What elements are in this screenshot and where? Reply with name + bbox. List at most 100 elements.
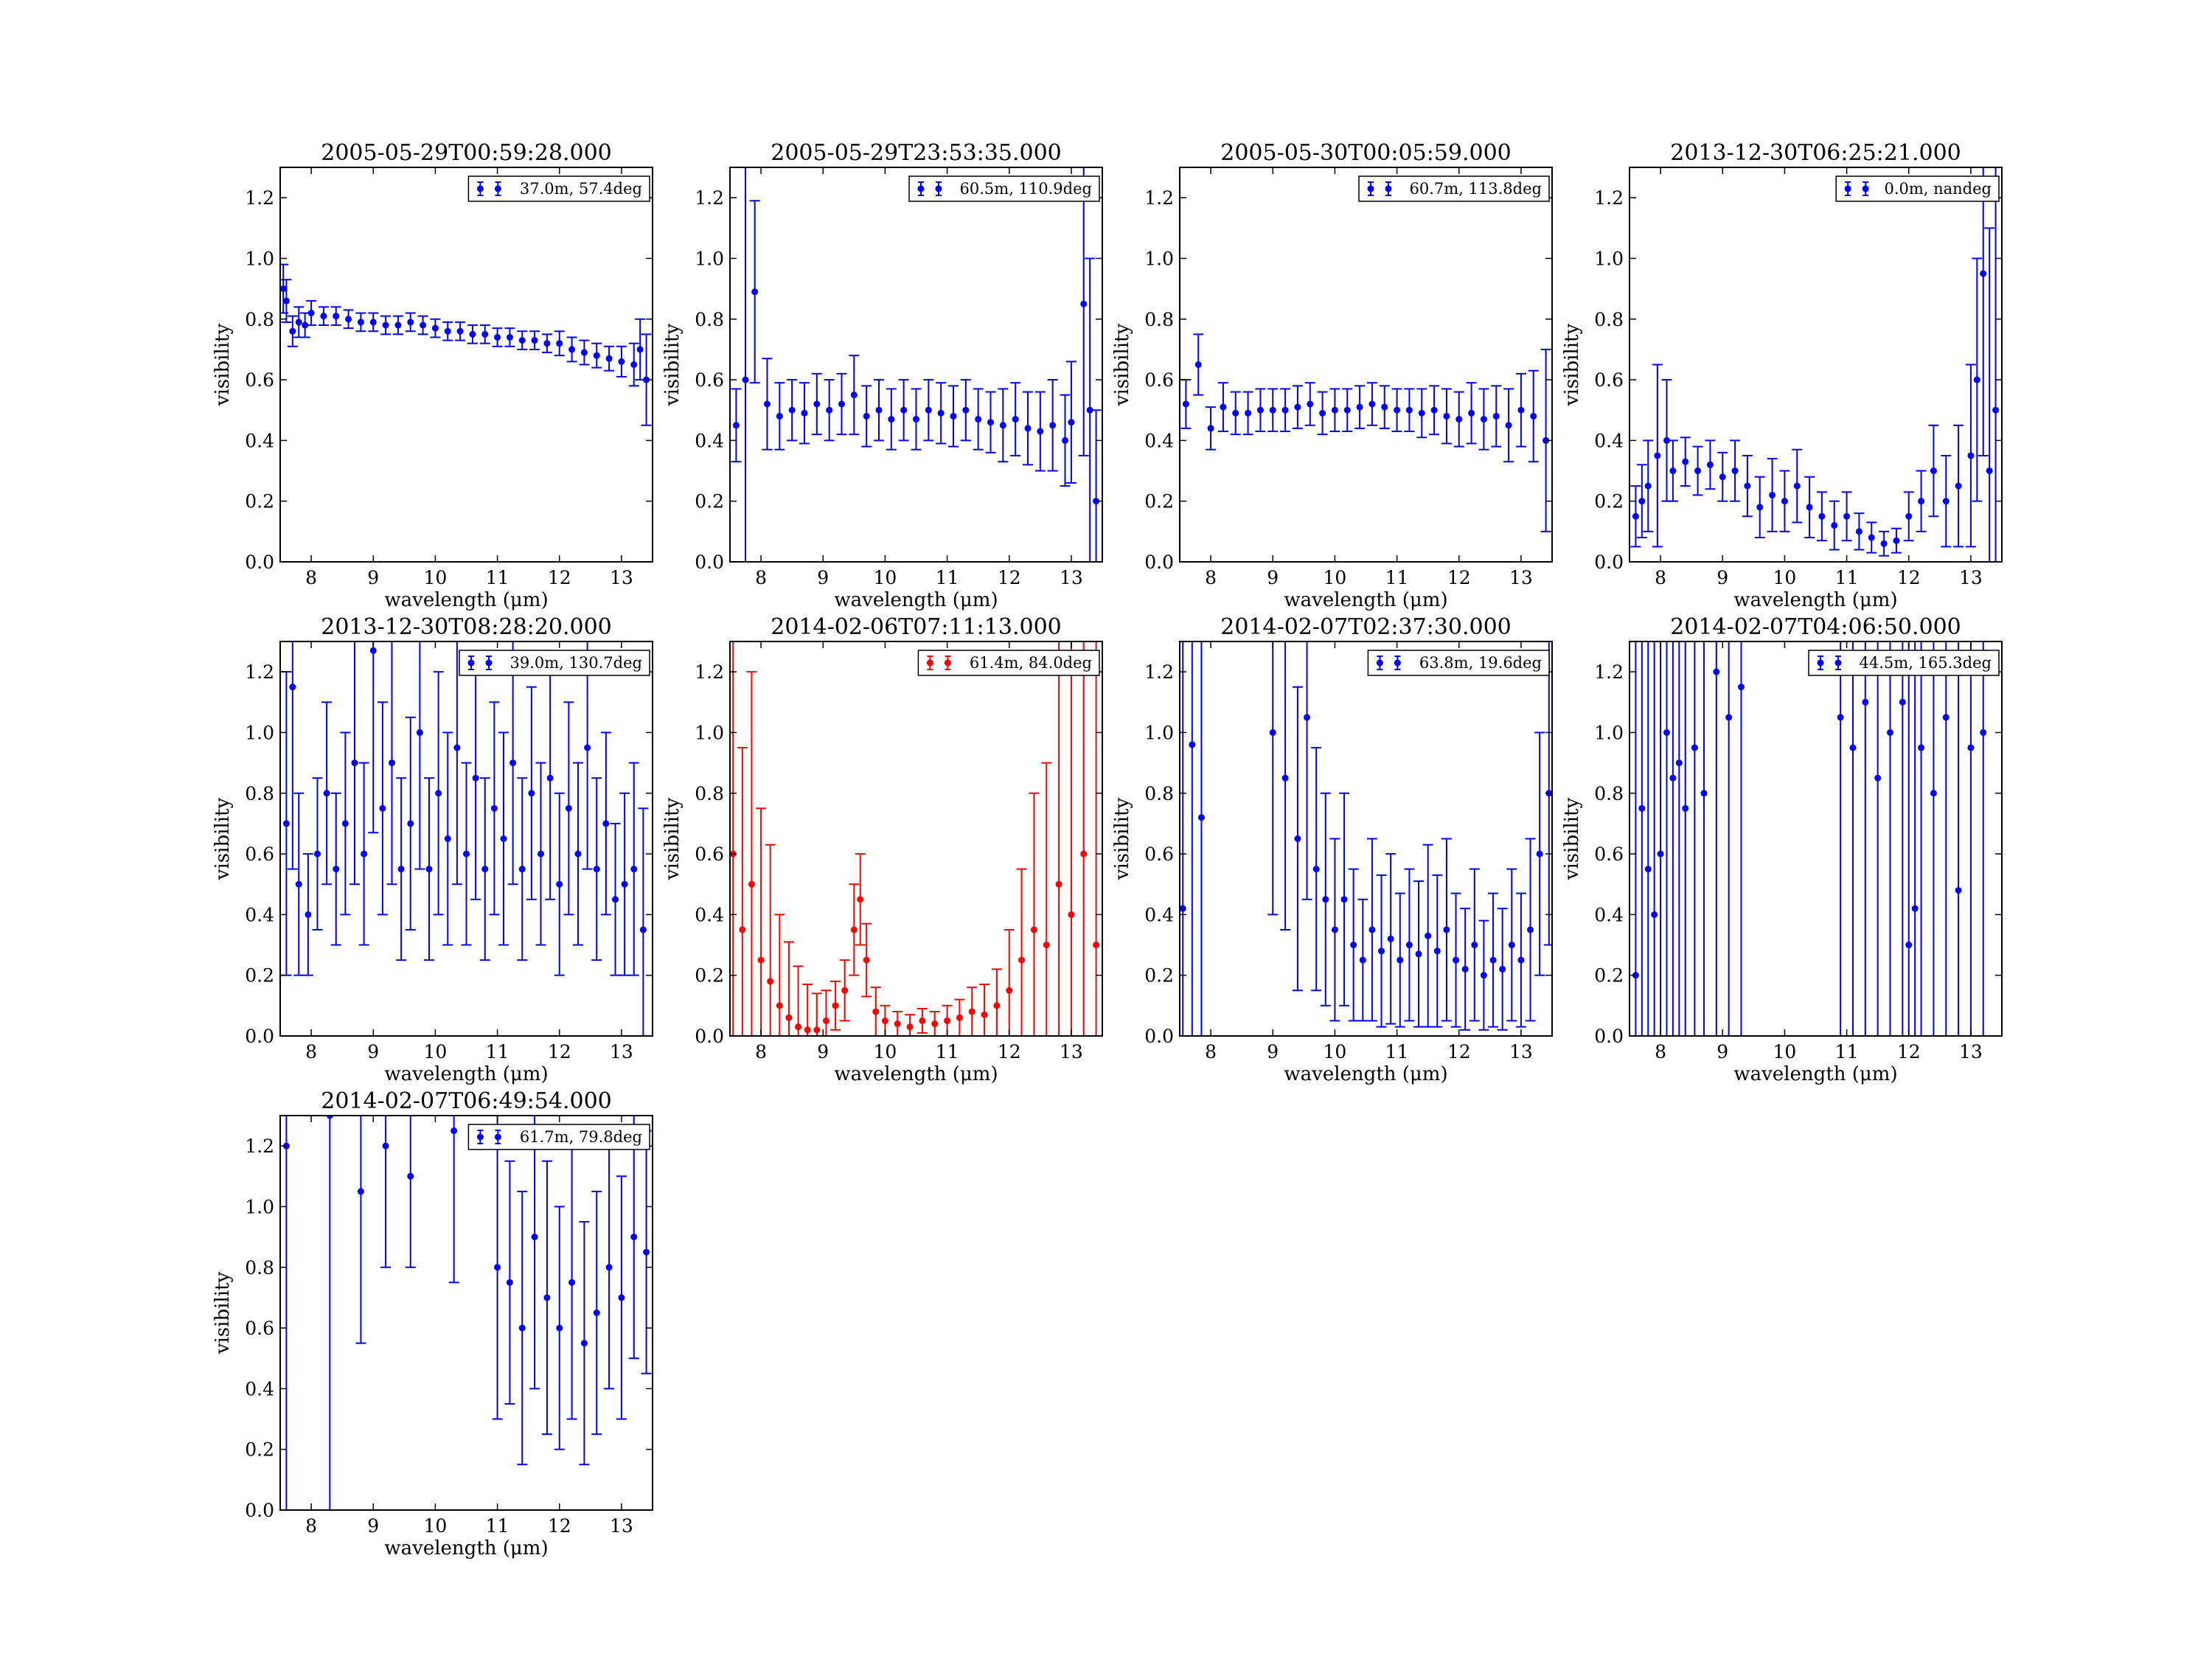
data-point xyxy=(345,316,352,323)
data-point xyxy=(490,804,498,812)
legend: 61.4m, 84.0deg xyxy=(917,650,1100,676)
data-point xyxy=(295,319,302,326)
data-point xyxy=(494,333,501,341)
legend: 39.0m, 130.7deg xyxy=(459,650,650,676)
data-point xyxy=(841,987,849,994)
legend-marker-point xyxy=(494,1133,501,1141)
data-point xyxy=(751,288,759,296)
data-point xyxy=(282,297,290,305)
data-point xyxy=(925,406,932,414)
legend-marker-point xyxy=(917,185,925,192)
data-point xyxy=(630,1234,638,1241)
y-tick-label: 0.2 xyxy=(1594,491,1624,512)
data-point xyxy=(1887,728,1893,736)
legend-marker-point xyxy=(1834,659,1842,667)
legend: 60.5m, 110.9deg xyxy=(908,175,1100,202)
data-point xyxy=(975,416,982,423)
x-tick-label: 10 xyxy=(424,567,448,588)
data-point xyxy=(369,319,377,326)
data-point xyxy=(919,1017,926,1024)
x-tick-label: 11 xyxy=(1835,1041,1859,1062)
data-point xyxy=(788,406,796,414)
x-tick-label: 12 xyxy=(1447,1041,1471,1062)
data-point xyxy=(1062,437,1068,444)
x-tick-label: 12 xyxy=(1897,1041,1921,1062)
data-point xyxy=(341,820,349,827)
data-point xyxy=(289,327,296,335)
data-point xyxy=(1006,987,1013,994)
x-tick-label: 9 xyxy=(1717,567,1728,588)
data-point xyxy=(602,820,610,827)
data-point xyxy=(580,1340,588,1347)
data-point xyxy=(314,850,321,858)
data-point xyxy=(1657,850,1664,858)
x-tick-label: 10 xyxy=(1773,1041,1797,1062)
data-point xyxy=(605,1264,613,1271)
legend-marker-point xyxy=(1862,185,1869,192)
data-point xyxy=(822,1017,830,1024)
data-point xyxy=(962,406,970,414)
x-tick-label: 9 xyxy=(817,1041,829,1062)
y-tick-label: 0.0 xyxy=(695,1026,724,1047)
axes-frame xyxy=(279,641,653,1037)
legend-marker-point xyxy=(935,185,942,192)
x-tick-label: 8 xyxy=(305,1515,317,1537)
x-tick-label: 11 xyxy=(936,1041,959,1062)
data-point xyxy=(407,319,414,326)
x-tick-label: 13 xyxy=(1509,567,1533,588)
legend: 0.0m, nandeg xyxy=(1835,175,2000,202)
y-tick-label: 0.0 xyxy=(695,552,724,573)
data-point xyxy=(1744,482,1751,490)
y-tick-label: 0.4 xyxy=(695,430,724,451)
x-tick-label: 10 xyxy=(424,1515,448,1537)
y-tick-label: 0.0 xyxy=(245,1500,274,1521)
plot-area xyxy=(730,641,1102,1036)
data-point xyxy=(1905,512,1913,520)
data-point xyxy=(1455,416,1463,423)
x-tick-label: 13 xyxy=(1060,567,1083,588)
data-point xyxy=(888,416,895,423)
legend-marker-point xyxy=(476,1133,484,1141)
legend-label: 60.7m, 113.8deg xyxy=(1410,180,1542,198)
y-tick-label: 0.8 xyxy=(1594,783,1624,804)
legend: 61.7m, 79.8deg xyxy=(467,1124,650,1150)
data-point xyxy=(357,1188,364,1195)
data-point xyxy=(584,744,591,751)
axes-frame xyxy=(729,641,1103,1037)
data-point xyxy=(472,774,479,782)
y-tick-label: 0.8 xyxy=(1144,309,1174,330)
data-point xyxy=(580,349,588,356)
data-point xyxy=(1855,528,1863,535)
data-point xyxy=(357,319,364,326)
data-point xyxy=(1418,409,1425,417)
data-point xyxy=(435,790,442,797)
data-point xyxy=(509,759,517,767)
data-point xyxy=(1368,400,1376,408)
axes-frame xyxy=(279,167,653,563)
data-point xyxy=(494,1264,501,1271)
data-point xyxy=(1700,790,1708,797)
data-point xyxy=(444,835,451,842)
y-tick-label: 0.4 xyxy=(245,1378,274,1399)
y-tick-label: 1.2 xyxy=(245,661,274,683)
plot-area xyxy=(1632,641,1987,1036)
data-point xyxy=(1397,956,1404,964)
x-tick-label: 9 xyxy=(1717,1041,1728,1062)
data-point xyxy=(801,409,808,417)
data-point xyxy=(361,850,368,858)
data-point xyxy=(518,866,526,873)
x-tick-label: 8 xyxy=(755,567,767,588)
data-point xyxy=(456,327,464,335)
data-point xyxy=(1942,498,1950,505)
data-point xyxy=(1654,452,1661,459)
data-point xyxy=(913,416,919,423)
data-point xyxy=(1245,409,1252,417)
y-tick-label: 0.8 xyxy=(695,783,724,804)
data-point xyxy=(1849,744,1857,751)
data-point xyxy=(1505,422,1512,429)
data-point xyxy=(1663,728,1670,736)
data-point xyxy=(282,820,290,827)
data-point xyxy=(1055,880,1062,888)
x-tick-label: 8 xyxy=(305,567,317,588)
